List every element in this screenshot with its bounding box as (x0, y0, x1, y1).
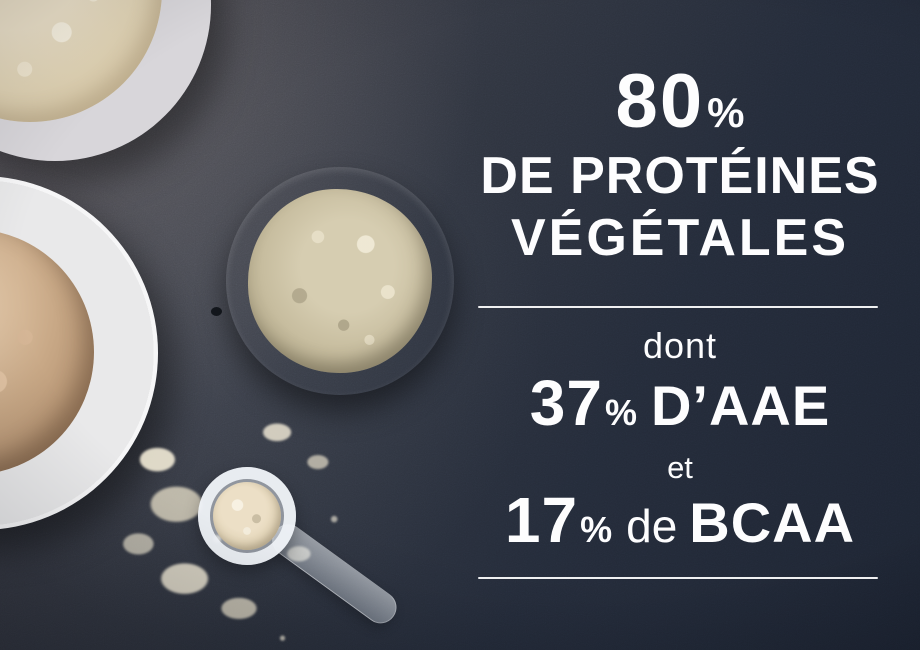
divider-bottom (478, 577, 878, 579)
connector-et: et (667, 450, 693, 485)
stat-bcaa-percent: 17% de BCAA (440, 487, 920, 571)
protein-label-line1: DE PROTÉINES (480, 147, 880, 205)
protein-percent-number: 80 (615, 59, 705, 144)
glass-bowl-powder (248, 189, 432, 373)
stat-eaa-percent: 37% D’AAE (440, 370, 920, 454)
surface-speck (211, 307, 222, 316)
bcaa-mid-word: de (626, 500, 678, 552)
eaa-label: D’AAE (650, 374, 831, 437)
bcaa-percent-sign: % (580, 509, 613, 550)
stat-protein-percent: 80% (440, 62, 920, 163)
bcaa-percent-number: 17 (504, 484, 579, 556)
connector-dont: dont (642, 325, 718, 366)
protein-label-line2: VÉGÉTALES (510, 209, 850, 267)
protein-percent-sign: % (707, 89, 745, 136)
scoop-powder (213, 482, 281, 550)
eaa-percent-number: 37 (529, 367, 603, 439)
eaa-percent-sign: % (604, 392, 637, 433)
divider-top (478, 306, 878, 308)
bcaa-label: BCAA (689, 491, 856, 554)
